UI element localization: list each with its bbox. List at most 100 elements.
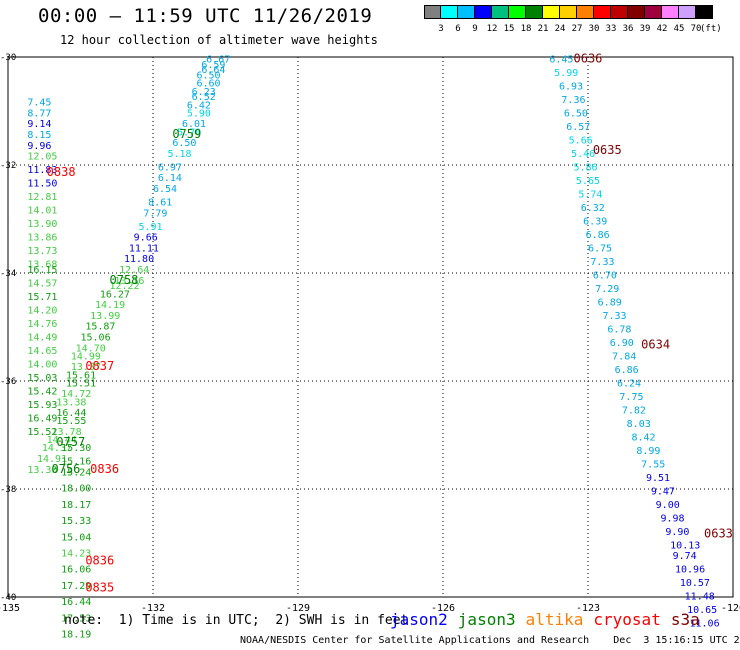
swh-value-label: 6.45 — [549, 54, 573, 65]
swh-value-label: 11.50 — [27, 179, 57, 190]
swh-value-label: 15.55 — [56, 416, 86, 427]
swh-value-label: 7.29 — [595, 284, 619, 295]
time-label: 0759 — [172, 127, 201, 141]
colorbar-swatch — [611, 5, 628, 19]
swh-value-label: 14.76 — [27, 319, 57, 330]
colorbar-swatch — [662, 5, 679, 19]
colorbar-swatch — [679, 5, 696, 19]
swh-value-label: 6.50 — [172, 138, 196, 149]
swh-value-label: 11.06 — [690, 619, 720, 630]
swh-value-label: 10.96 — [675, 565, 705, 576]
swh-value-label: 7.79 — [143, 208, 167, 219]
swh-value-label: 8.61 — [148, 198, 172, 209]
x-tick-label: -120 — [721, 603, 740, 614]
swh-value-label: 15.06 — [81, 333, 111, 344]
swh-value-label: 6.42 — [187, 100, 211, 111]
swh-value-label: 13.38 — [56, 397, 86, 408]
swh-value-label: 9.47 — [651, 486, 675, 497]
y-tick-label: -30 — [0, 53, 16, 63]
swh-value-label: 14.19 — [95, 300, 125, 311]
swh-value-label: 14.57 — [27, 279, 57, 290]
time-label: 0836 — [85, 554, 114, 568]
colorbar-unit: (ft) — [700, 24, 722, 34]
swh-value-label: 16.49 — [27, 414, 57, 425]
swh-value-label: 11.11 — [129, 243, 159, 254]
colorbar-swatch — [594, 5, 611, 19]
swh-value-label: 9.74 — [673, 551, 697, 562]
swh-value-label: 6.57 — [566, 122, 590, 133]
colorbar-swatch — [492, 5, 509, 19]
swh-value-label: 7.36 — [561, 95, 585, 106]
swh-value-label: 7.84 — [612, 351, 636, 362]
legend-entry: altika — [525, 610, 584, 629]
swh-value-label: 16.15 — [27, 265, 57, 276]
swh-value-label: 13.16 — [114, 276, 144, 287]
swh-value-label: 6.86 — [615, 365, 639, 376]
swh-value-label: 6.59 — [201, 60, 225, 71]
y-tick-label: -34 — [0, 269, 16, 279]
swh-value-label: 6.01 — [182, 119, 206, 130]
colorbar-label: 42 — [656, 24, 668, 34]
swh-value-label: 6.50 — [197, 71, 221, 82]
swh-value-label: 12.64 — [119, 265, 149, 276]
satellite-legend: jason2 jason3 altika cryosat s3a — [390, 610, 710, 629]
time-label: 0838 — [47, 165, 76, 179]
swh-value-label: 9.96 — [27, 141, 51, 152]
swh-value-label: 15.87 — [85, 322, 115, 333]
swh-value-label: 7.45 — [27, 98, 51, 109]
swh-value-label: 5.99 — [554, 68, 578, 79]
time-label: 0836 — [90, 462, 119, 476]
swh-value-label: 14.91 — [37, 454, 67, 465]
swh-value-label: 6.90 — [610, 338, 634, 349]
swh-value-label: 13.86 — [27, 233, 57, 244]
legend-entry: jason3 — [457, 610, 516, 629]
x-tick-label: -123 — [576, 603, 600, 614]
swh-value-label: 15.93 — [27, 400, 57, 411]
swh-value-label: 7.75 — [619, 392, 643, 403]
colorbar-label: 18 — [520, 24, 532, 34]
swh-value-label: 6.93 — [559, 81, 583, 92]
swh-value-label: 5.70 — [177, 127, 201, 138]
swh-value-label: 6.86 — [586, 230, 610, 241]
swh-value-label: 9.66 — [134, 233, 158, 244]
swh-value-label: 14.01 — [27, 206, 57, 217]
x-tick-label: -132 — [141, 603, 165, 614]
swh-value-label: 6.24 — [617, 378, 641, 389]
swh-value-label: 11.48 — [685, 592, 715, 603]
swh-value-label: 15.61 — [66, 370, 96, 381]
swh-value-label: 14.70 — [76, 343, 106, 354]
swh-value-label: 14.00 — [27, 360, 57, 371]
swh-value-label: 6.23 — [192, 87, 216, 98]
swh-value-label: 15.42 — [27, 387, 57, 398]
swh-value-label: 5.65 — [576, 176, 600, 187]
swh-value-label: 17.53 — [61, 613, 91, 624]
x-tick-label: -126 — [431, 603, 455, 614]
y-tick-label: -38 — [0, 485, 16, 495]
swh-value-label: 6.97 — [158, 162, 182, 173]
swh-value-label: 8.42 — [632, 432, 656, 443]
swh-value-label: 5.46 — [571, 149, 595, 160]
swh-value-label: 7.33 — [590, 257, 614, 268]
swh-value-label: 15.52 — [27, 427, 57, 438]
time-label: 0636 — [574, 51, 603, 65]
legend-entry: jason2 — [390, 610, 448, 629]
swh-value-label: 6.32 — [581, 203, 605, 214]
swh-value-label: 12.22 — [110, 281, 140, 292]
swh-value-label: 6.64 — [201, 65, 225, 76]
colorbar-swatch — [560, 5, 577, 19]
colorbar-label: 30 — [588, 24, 600, 34]
swh-value-label: 8.99 — [636, 446, 660, 457]
swh-value-label: 15.51 — [66, 378, 96, 389]
swh-value-label: 5.18 — [168, 149, 192, 160]
colorbar-swatch — [458, 5, 475, 19]
swh-value-label: 6.52 — [192, 92, 216, 103]
colorbar-swatch — [577, 5, 594, 19]
x-tick-label: -129 — [286, 603, 310, 614]
swh-value-label: 6.14 — [158, 173, 182, 184]
time-label: 0835 — [85, 581, 114, 595]
y-tick-label: -40 — [0, 593, 16, 603]
colorbar-swatch — [475, 5, 492, 19]
swh-value-label: 16.44 — [61, 597, 91, 608]
colorbar-swatch — [645, 5, 662, 19]
